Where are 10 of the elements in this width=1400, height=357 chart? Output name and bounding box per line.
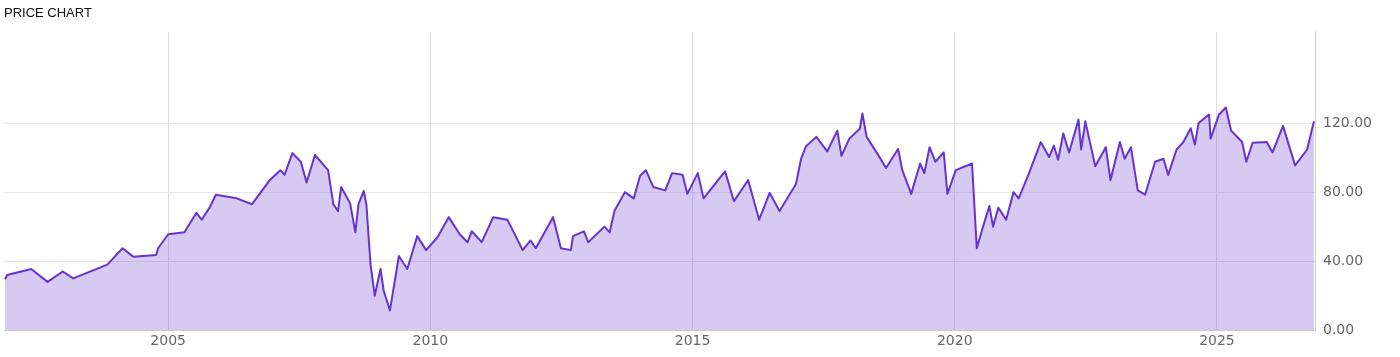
x-tick-label: 2020 bbox=[936, 332, 973, 349]
chart-title: PRICE CHART bbox=[4, 5, 92, 21]
y-tick-label: 0.00 bbox=[1323, 320, 1355, 337]
x-tick-label: 2005 bbox=[150, 332, 186, 349]
x-tick-label: 2025 bbox=[1199, 332, 1235, 349]
y-tick-label: 40.00 bbox=[1323, 251, 1364, 268]
y-tick-label: 120.00 bbox=[1323, 113, 1373, 130]
y-tick-label: 80.00 bbox=[1323, 182, 1364, 199]
x-tick-label: 2015 bbox=[674, 332, 711, 349]
x-tick-label: 2010 bbox=[412, 332, 449, 349]
